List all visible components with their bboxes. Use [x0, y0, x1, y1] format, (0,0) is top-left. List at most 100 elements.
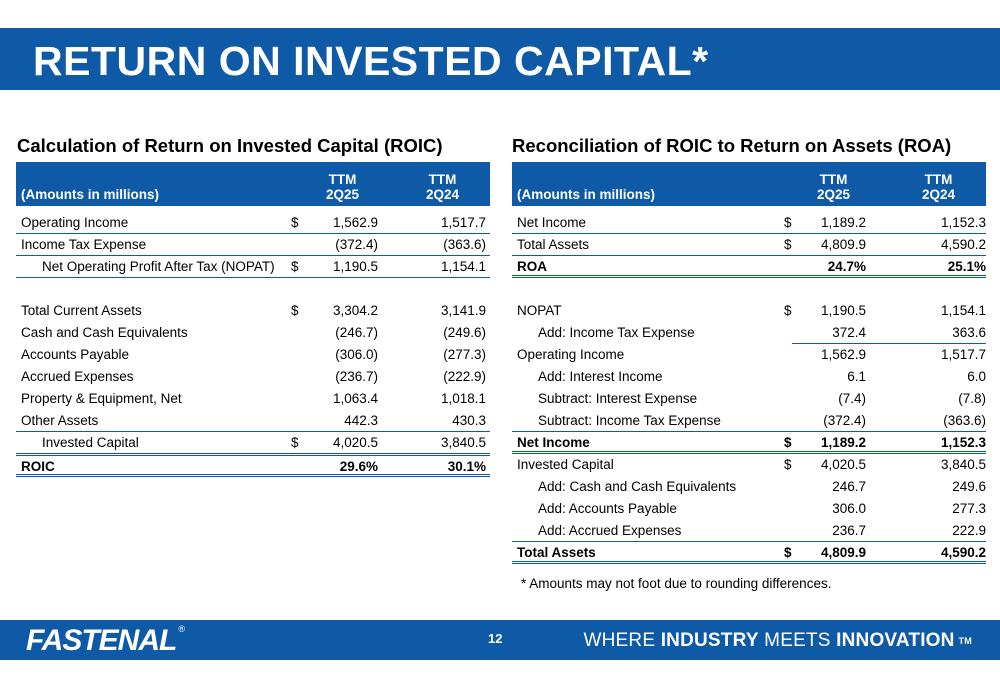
value-2q25: 4,809.9 [820, 237, 866, 252]
table-row: Property & Equipment, Net 1,063.4 1,018.… [16, 388, 490, 410]
value-2q24: 249.6 [952, 479, 986, 494]
value-2q25: 4,020.5 [820, 457, 866, 472]
table-row: Total Assets $ 4,809.9 4,590.2 [512, 234, 986, 256]
value-2q24: 1,152.3 [940, 435, 986, 450]
table-header: (Amounts in millions) TTM 2Q25 TTM 2Q24 [16, 162, 490, 206]
value-2q24: 3,141.9 [440, 303, 486, 318]
row-label: Invested Capital [517, 457, 614, 472]
column-header-2q25: TTM 2Q25 [817, 172, 850, 202]
row-spacer [16, 278, 490, 300]
table-row: Income Tax Expense (372.4) (363.6) [16, 234, 490, 256]
value-2q24: 1,154.1 [940, 303, 986, 318]
table-row: Subtract: Interest Expense (7.4) (7.8) [512, 388, 986, 410]
table-row: Accounts Payable (306.0) (277.3) [16, 344, 490, 366]
value-2q24: 222.9 [952, 523, 986, 538]
value-2q25: 306.0 [832, 501, 866, 516]
value-2q25: (306.0) [335, 347, 378, 362]
column-header-2q24: TTM 2Q24 [922, 172, 955, 202]
dollar-sign: $ [784, 237, 792, 252]
table-row-total-assets: Total Assets $ 4,809.9 4,590.2 [512, 542, 986, 564]
table-row: NOPAT $ 1,190.5 1,154.1 [512, 300, 986, 322]
value-2q24: 4,590.2 [940, 545, 986, 560]
roa-table: (Amounts in millions) TTM 2Q25 TTM 2Q24 … [512, 162, 986, 564]
value-2q24: 4,590.2 [940, 237, 986, 252]
row-label: Add: Cash and Cash Equivalents [538, 479, 737, 494]
tagline-part: WHERE [583, 630, 661, 651]
footer-bar: FASTENAL ® 12 WHERE INDUSTRY MEETS INNOVA… [0, 620, 1000, 660]
row-label: Property & Equipment, Net [21, 391, 182, 406]
value-2q25: 236.7 [832, 523, 866, 538]
value-2q25: 442.3 [344, 413, 378, 428]
column-header-line: TTM [428, 172, 457, 187]
amounts-label: (Amounts in millions) [517, 187, 655, 202]
table-row-roic: ROIC 29.6% 30.1% [16, 455, 490, 477]
table-row: Total Current Assets $ 3,304.2 3,141.9 [16, 300, 490, 322]
value-2q25: 1,189.2 [820, 435, 866, 450]
value-2q24: (7.8) [958, 391, 986, 406]
row-spacer [512, 278, 986, 300]
column-header-line: TTM [819, 172, 848, 187]
column-header-line: TTM [328, 172, 357, 187]
row-label: Add: Interest Income [538, 369, 663, 384]
value-2q25: 1,562.9 [820, 347, 866, 362]
dollar-sign: $ [784, 457, 792, 472]
page-number: 12 [488, 631, 503, 646]
column-header-line: 2Q24 [426, 187, 460, 202]
value-2q25: 6.1 [847, 369, 866, 384]
tagline-part: MEETS [758, 630, 837, 651]
value-2q25: 4,020.5 [332, 435, 378, 450]
dollar-sign: $ [784, 435, 792, 450]
value-2q25: 1,190.5 [820, 303, 866, 318]
table-row: Add: Accrued Expenses 236.7 222.9 [512, 520, 986, 542]
row-label: Accounts Payable [21, 347, 130, 362]
column-header-2q25: TTM 2Q25 [326, 172, 359, 202]
row-label: Net Income [517, 215, 587, 230]
value-2q24: (249.6) [443, 325, 486, 340]
value-2q24: 30.1% [447, 459, 486, 474]
value-2q25: (372.4) [335, 237, 378, 252]
tagline-part: INNOVATION [836, 630, 955, 651]
value-2q25: 372.4 [832, 325, 866, 340]
table-row: Add: Interest Income 6.1 6.0 [512, 366, 986, 388]
value-2q25: 3,304.2 [332, 303, 378, 318]
table-row: Add: Income Tax Expense 372.4 363.6 [512, 322, 986, 344]
roic-heading: Calculation of Return on Invested Capita… [17, 135, 443, 156]
table-row: Operating Income $ 1,562.9 1,517.7 [16, 212, 490, 234]
value-2q24: (277.3) [443, 347, 486, 362]
value-2q25: (372.4) [823, 413, 866, 428]
trademark-mark: TM [958, 635, 972, 646]
table-row: Add: Cash and Cash Equivalents 246.7 249… [512, 476, 986, 498]
value-2q25: (7.4) [838, 391, 866, 406]
value-2q24: 430.3 [452, 413, 486, 428]
amounts-label: (Amounts in millions) [21, 187, 159, 202]
tagline: WHERE INDUSTRY MEETS INNOVATION TM [583, 630, 972, 652]
row-label: ROIC [21, 459, 55, 474]
table-row-net-income: Net Income $ 1,189.2 1,152.3 [512, 432, 986, 454]
value-2q24: 1,152.3 [940, 215, 986, 230]
tagline-part: INDUSTRY [660, 630, 759, 651]
value-2q24: 363.6 [952, 325, 986, 340]
value-2q24: 1,517.7 [440, 215, 486, 230]
roic-table: (Amounts in millions) TTM 2Q25 TTM 2Q24 … [16, 162, 490, 477]
value-2q25: (236.7) [335, 369, 378, 384]
table-row: Operating Income 1,562.9 1,517.7 [512, 344, 986, 366]
subtotal-rule [792, 343, 986, 344]
column-header-line: 2Q25 [817, 187, 851, 202]
row-label: Net Income [517, 435, 590, 450]
footnote: * Amounts may not foot due to rounding d… [521, 576, 832, 591]
table-row: Invested Capital $ 4,020.5 3,840.5 [16, 432, 490, 454]
column-header-line: 2Q24 [922, 187, 956, 202]
dollar-sign: $ [291, 215, 299, 230]
title-bar: RETURN ON INVESTED CAPITAL* [0, 28, 1000, 90]
registered-mark: ® [178, 624, 185, 634]
row-label: Add: Income Tax Expense [538, 325, 695, 340]
dollar-sign: $ [291, 435, 299, 450]
dollar-sign: $ [291, 303, 299, 318]
row-label: Total Assets [517, 545, 596, 560]
fastenal-logo: FASTENAL ® [26, 624, 185, 658]
value-2q24: 1,154.1 [440, 259, 486, 274]
column-header-line: TTM [924, 172, 953, 187]
row-label: Total Current Assets [21, 303, 142, 318]
value-2q24: 277.3 [952, 501, 986, 516]
value-2q25: 246.7 [832, 479, 866, 494]
